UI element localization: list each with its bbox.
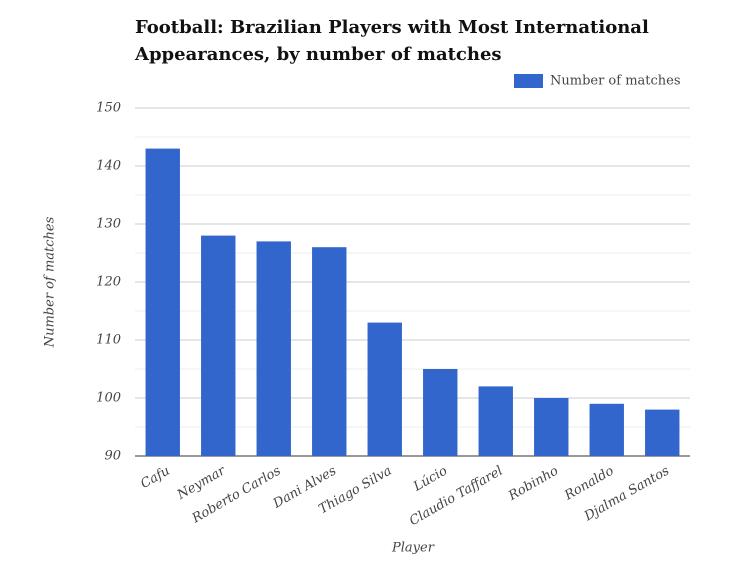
bar — [367, 322, 402, 456]
y-tick-label: 130 — [96, 217, 121, 232]
x-tick-label: Cafu — [138, 464, 172, 492]
y-tick-label: 100 — [96, 391, 121, 406]
y-axis-label: Number of matches — [43, 216, 58, 348]
chart-title: Football: Brazilian Players with Most In… — [135, 17, 649, 65]
y-tick-label: 120 — [96, 275, 121, 290]
bar — [589, 403, 624, 456]
y-tick-label: 110 — [96, 333, 121, 348]
bar — [423, 369, 458, 456]
legend-label: Number of matches — [550, 74, 681, 89]
y-tick-label: 140 — [96, 159, 121, 174]
bar — [312, 247, 347, 456]
bar — [534, 398, 569, 456]
x-tick-label: Claudio Taffarel — [407, 464, 506, 530]
x-tick-label: Robinho — [505, 463, 561, 504]
y-tick-label: 90 — [104, 449, 121, 464]
bar — [478, 386, 513, 456]
legend-swatch — [514, 74, 543, 88]
x-axis-label: Player — [391, 541, 435, 556]
x-tick-label: Lúcio — [410, 463, 450, 495]
bar — [645, 409, 680, 456]
bar — [145, 148, 180, 456]
bar — [256, 241, 291, 456]
y-tick-label: 150 — [96, 101, 121, 116]
bar — [201, 235, 236, 456]
